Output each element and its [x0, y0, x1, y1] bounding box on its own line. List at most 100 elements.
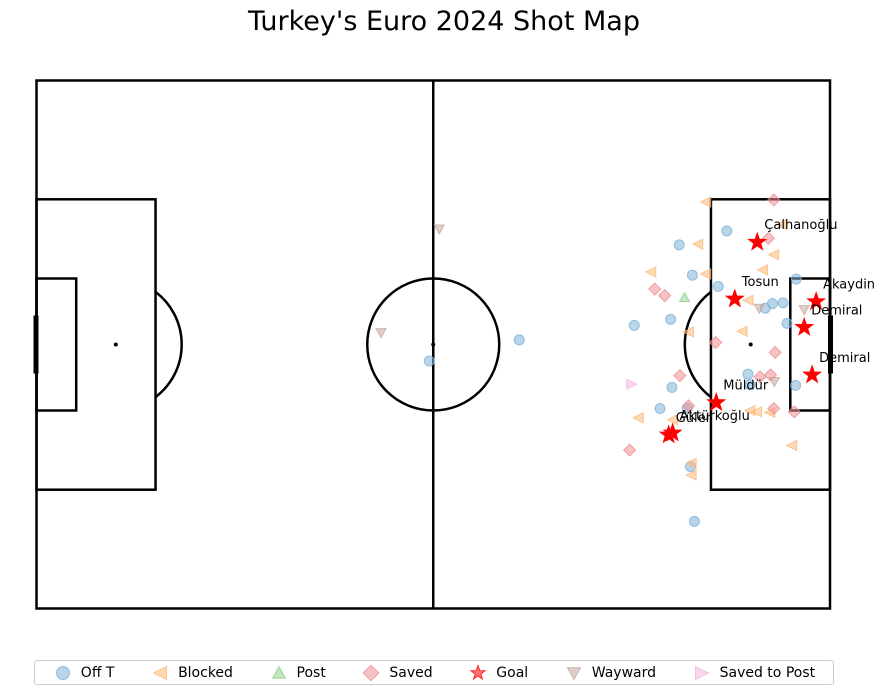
shot-marker-off-t	[744, 379, 756, 391]
legend-item-blocked: Blocked	[150, 663, 233, 683]
goal-marker	[806, 291, 827, 311]
shot-marker-off-t	[673, 239, 685, 251]
goal-scorer-label: Müldür	[723, 379, 769, 394]
legend-item-saved-to-post: Saved to Post	[692, 663, 816, 683]
left-penalty-area	[35, 198, 157, 491]
shot-marker-off-t	[766, 298, 778, 310]
shot-marker-blocked	[741, 294, 754, 307]
legend-label: Saved	[389, 664, 433, 681]
legend-item-post: Post	[269, 663, 326, 683]
goal-scorer-label: Demiral	[811, 303, 862, 318]
legend-marker-shape	[271, 664, 286, 679]
shot-marker-post	[678, 291, 691, 303]
shot-marker-off-t	[777, 297, 789, 309]
shot-marker-off-t	[686, 269, 698, 281]
shot-marker-off-t	[688, 515, 700, 527]
shot-marker-saved	[767, 401, 781, 416]
shot-marker-blocked	[767, 248, 780, 261]
shot-marker-blocked	[685, 469, 697, 481]
shot-marker-off-t	[665, 313, 677, 325]
shot-marker-wayward	[768, 376, 781, 388]
legend-label: Goal	[496, 664, 529, 681]
shot-marker-blocked	[750, 406, 763, 418]
goal-marker	[802, 364, 823, 384]
shot-marker-saved	[708, 335, 723, 350]
shot-marker-blocked	[632, 411, 644, 424]
shot-marker-saved	[767, 193, 781, 207]
goal-marker	[658, 424, 679, 444]
legend-marker-shape	[152, 665, 168, 680]
shot-marker-off-t	[423, 355, 435, 367]
shot-marker-off-t	[721, 225, 733, 237]
shot-marker-saved	[761, 231, 776, 245]
shot-marker-blocked	[699, 196, 712, 208]
shot-marker-saved	[787, 405, 801, 419]
shot-marker-saved-to-post	[626, 378, 638, 390]
shot-marker-blocked	[699, 268, 712, 280]
goal-scorer-label: Tosun	[741, 275, 779, 290]
shot-marker-blocked	[756, 264, 769, 276]
legend-label: Wayward	[591, 664, 657, 681]
goal-markers	[658, 231, 827, 444]
legend-marker-shape	[566, 666, 582, 681]
legend-marker	[271, 664, 286, 679]
left-penalty-arc	[154, 290, 183, 399]
goal-scorer-label: Demiral	[819, 351, 870, 366]
shot-map-pitch: Çalhanoğlu Tosun Akaydin Demiral Demiral Müld…	[33, 79, 875, 610]
legend-marker-shape	[55, 665, 70, 680]
left-six-yard-box	[35, 277, 78, 412]
shot-marker-saved	[681, 399, 696, 413]
shot-marker-blocked	[666, 413, 679, 426]
pitch-spots	[113, 342, 753, 347]
legend-label: Post	[296, 664, 326, 681]
legend-marker	[152, 665, 168, 680]
shot-marker-saved	[768, 345, 782, 360]
shot-marker-off-t	[628, 319, 640, 331]
shot-marker-wayward	[798, 305, 811, 316]
legend-marker-shape	[469, 663, 487, 680]
shot-marker-blocked	[691, 238, 704, 250]
shot-marker-blocked	[785, 439, 798, 452]
legend-marker	[694, 665, 710, 680]
left-penalty-spot	[113, 342, 118, 347]
shot-marker-wayward	[375, 328, 387, 339]
shot-marker-off-t	[654, 403, 666, 415]
goal-marker	[724, 288, 745, 308]
legend-label: Blocked	[178, 664, 233, 681]
shot-marker-blocked	[775, 218, 788, 231]
goal-scorer-label: Güler	[676, 411, 712, 426]
legend-marker	[362, 663, 380, 682]
goal-scorer-labels: Çalhanoğlu Tosun Akaydin Demiral Demiral Müld…	[676, 218, 875, 426]
legend-marker	[566, 666, 582, 681]
legend-label: Off T	[80, 664, 115, 681]
right-penalty-arc	[683, 290, 712, 399]
shot-marker-off-t	[712, 280, 724, 292]
legend-item-off-t: Off T	[53, 663, 115, 683]
shot-marker-blocked	[685, 457, 697, 470]
legend-marker	[55, 665, 70, 680]
shot-marker-off-t	[742, 368, 754, 380]
legend-item-wayward: Wayward	[564, 663, 656, 683]
shot-marker-saved	[657, 288, 672, 303]
shot-marker-saved	[673, 368, 687, 383]
legend: Off T Blocked Post Saved Goal Wayward Saved to…	[34, 660, 834, 685]
shot-marker-saved	[622, 443, 637, 457]
centre-circle	[366, 277, 501, 412]
shot-marker-off-t	[513, 334, 525, 346]
goal-scorer-label: Akaydin	[823, 278, 875, 293]
shot-markers	[375, 193, 811, 527]
shot-marker-blocked	[682, 326, 694, 338]
shot-marker-blocked	[735, 325, 748, 338]
goal-scorer-label: Aktürkoğlu	[680, 409, 750, 424]
chart-title: Turkey's Euro 2024 Shot Map	[248, 6, 640, 37]
legend-item-saved: Saved	[361, 663, 433, 683]
goal-marker	[706, 392, 727, 412]
goal-marker	[794, 316, 815, 336]
legend-label: Saved to Post	[719, 664, 816, 681]
legend-marker-shape	[694, 665, 710, 680]
shot-marker-off-t	[790, 273, 802, 285]
shot-marker-off-t	[781, 317, 793, 329]
shot-marker-blocked	[644, 266, 657, 278]
legend-marker-shape	[362, 663, 380, 682]
shot-marker-wayward	[753, 303, 766, 315]
